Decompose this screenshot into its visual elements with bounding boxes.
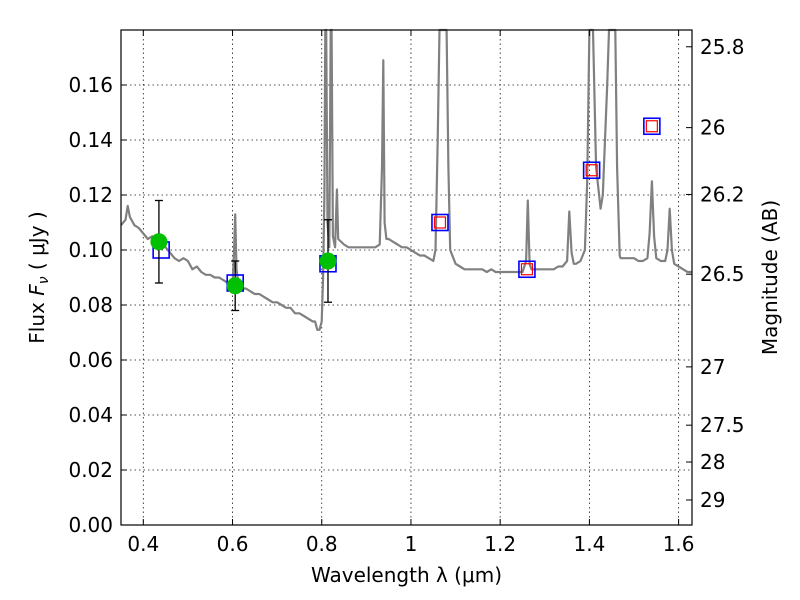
y-tick-label: 0.04 bbox=[68, 403, 113, 427]
y-axis-label: Flux Fν ( μJy ) bbox=[25, 211, 52, 343]
y2-tick-label: 27 bbox=[700, 355, 725, 379]
y2-tick-label: 26.5 bbox=[700, 262, 745, 286]
y-tick-label: 0.00 bbox=[68, 513, 113, 537]
observed-photometry-point bbox=[150, 233, 168, 251]
y2-tick-label: 29 bbox=[700, 488, 725, 512]
x-tick-label: 0.4 bbox=[127, 532, 159, 556]
model-photometry-square bbox=[518, 260, 536, 279]
spectrum-layer bbox=[120, 28, 692, 331]
observed-photometry-point bbox=[319, 252, 337, 270]
y2-tick-label: 26.2 bbox=[700, 182, 745, 206]
y-tick-label: 0.14 bbox=[68, 128, 113, 152]
y-tick-label: 0.16 bbox=[68, 73, 113, 97]
y2-tick-label: 25.8 bbox=[700, 35, 745, 59]
points-layer bbox=[150, 117, 661, 312]
y2-tick-label: 28 bbox=[700, 450, 725, 474]
y-axis-label-symbol: F bbox=[25, 284, 49, 296]
upper-limit-square bbox=[645, 120, 658, 133]
plot-frame bbox=[120, 29, 693, 526]
x-tick-label: 0.8 bbox=[306, 532, 338, 556]
upper-limit-square bbox=[520, 263, 534, 276]
y2-tick-label: 26 bbox=[700, 116, 725, 140]
model-spectrum-line bbox=[120, 28, 692, 331]
observed-photometry-point bbox=[226, 277, 244, 295]
x-tick-label: 1 bbox=[405, 532, 418, 556]
x-tick-label: 1.6 bbox=[663, 532, 695, 556]
model-photometry-square bbox=[582, 161, 601, 180]
y-tick-label: 0.10 bbox=[68, 238, 113, 262]
y-axis-label-subscript: ν bbox=[36, 276, 52, 284]
x-tick-label: 1.4 bbox=[573, 532, 605, 556]
y-tick-label: 0.08 bbox=[68, 293, 113, 317]
y-tick-label: 0.02 bbox=[68, 458, 113, 482]
x-tick-label: 0.6 bbox=[217, 532, 249, 556]
y2-tick-label: 27.5 bbox=[700, 413, 745, 437]
y-tick-label: 0.12 bbox=[68, 183, 113, 207]
upper-limit-square bbox=[585, 164, 598, 177]
x-tick-label: 1.2 bbox=[484, 532, 516, 556]
ticks-layer: 0.4 0.6 0.8 1 1.2 1.4 1.6 0.00 0.02 0.04 0.06 0.08 0… bbox=[68, 30, 745, 556]
y-axis-label-prefix: Flux bbox=[25, 296, 49, 344]
model-photometry-square bbox=[431, 213, 449, 232]
upper-limit-square bbox=[433, 216, 447, 229]
model-photometry-square bbox=[643, 117, 661, 136]
x-axis-label: Wavelength λ (μm) bbox=[311, 563, 502, 587]
y-tick-label: 0.06 bbox=[68, 348, 113, 372]
y2-axis-label: Magnitude (AB) bbox=[758, 200, 782, 355]
y-axis-label-suffix: ( μJy ) bbox=[25, 211, 49, 276]
